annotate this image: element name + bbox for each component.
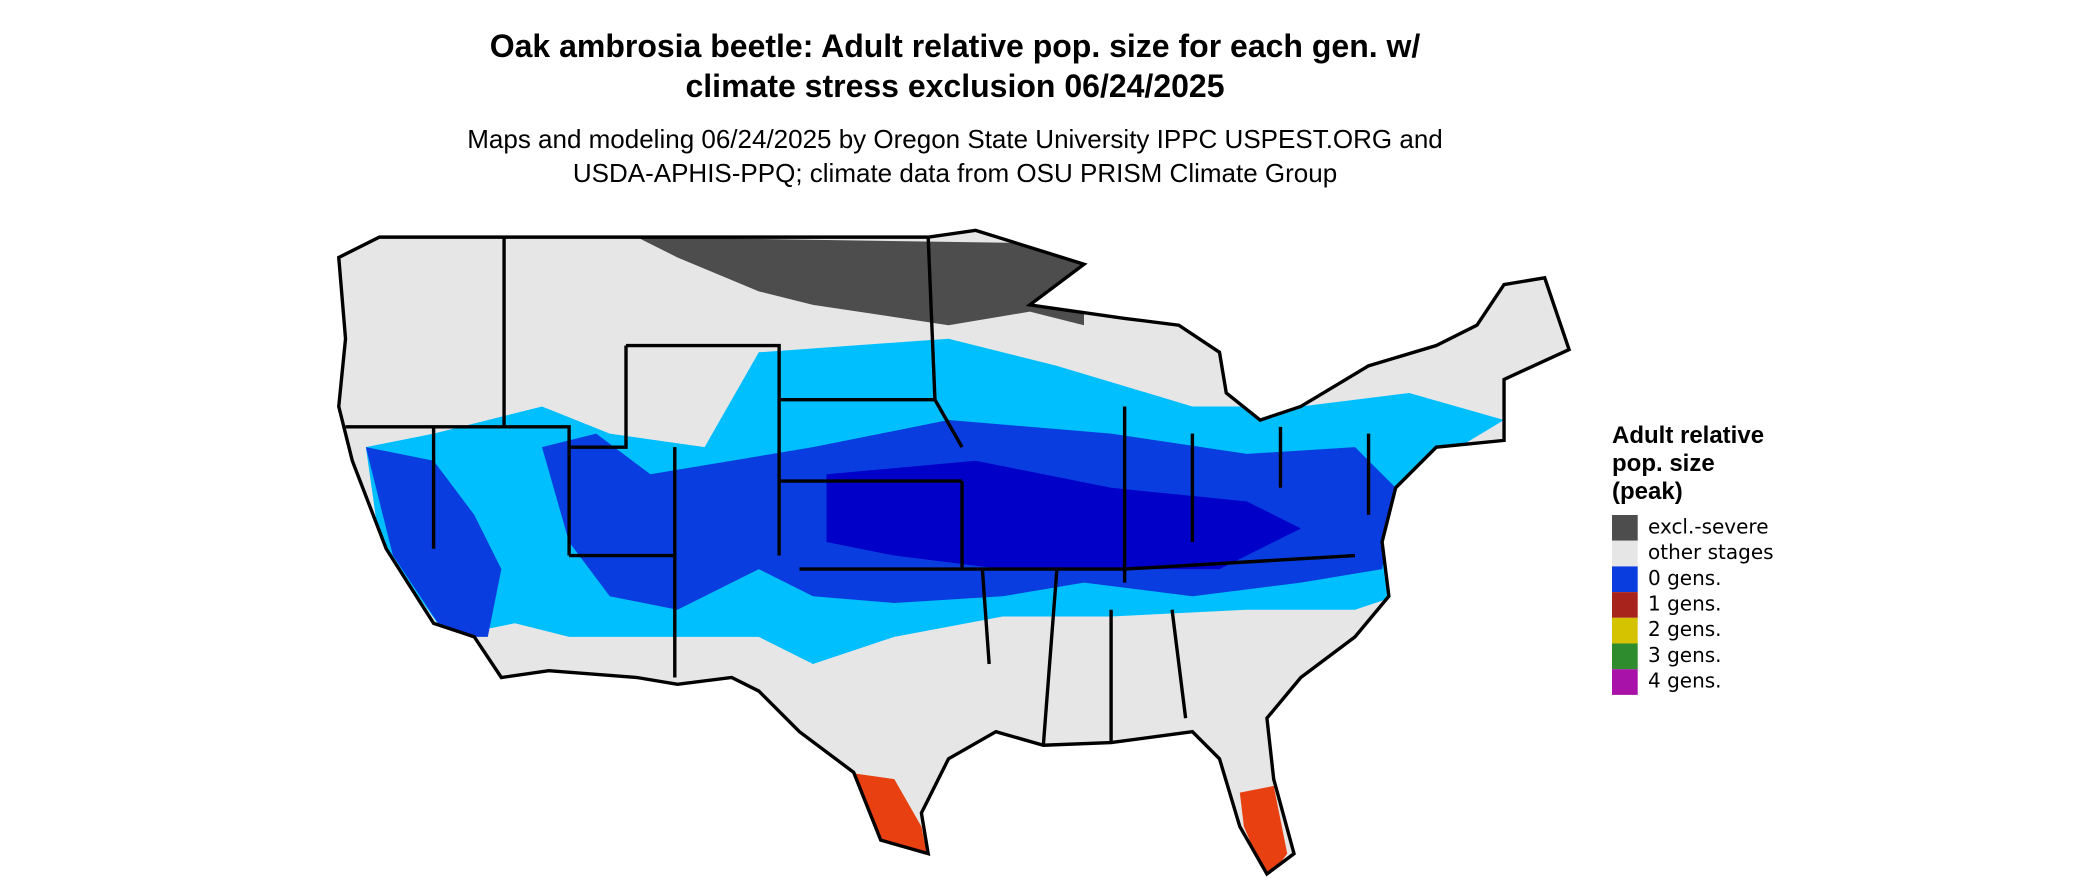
florida-red [1239, 785, 1288, 874]
dark-blue-area [826, 460, 1301, 570]
legend-swatch [1612, 540, 1638, 567]
legend-title-line: Adult relative [1612, 422, 1764, 449]
legend-label: 2 gens. [1648, 617, 1722, 641]
us-map [336, 228, 1572, 877]
title-line: Oak ambrosia beetle: Adult relative pop.… [490, 28, 1421, 64]
legend-swatch [1612, 515, 1638, 541]
legend-swatch [1612, 592, 1638, 618]
legend-label: 1 gens. [1648, 591, 1722, 615]
title-line: climate stress exclusion 06/24/2025 [685, 68, 1224, 104]
legend: Adult relative pop. size (peak) excl.-se… [1612, 422, 1774, 695]
texas-red [846, 772, 929, 861]
legend-label: excl.-severe [1648, 514, 1769, 538]
legend-swatch [1612, 617, 1638, 644]
subtitle-line: Maps and modeling 06/24/2025 by Oregon S… [467, 124, 1443, 154]
legend-swatch [1612, 643, 1638, 670]
legend-title-line: (peak) [1612, 478, 1683, 505]
legend-label: 4 gens. [1648, 669, 1722, 693]
excluded-area [636, 237, 1084, 326]
legend-swatch [1612, 669, 1638, 695]
legend-label: 3 gens. [1648, 643, 1722, 667]
legend-title-line: pop. size [1612, 450, 1715, 477]
legend-label: 0 gens. [1648, 566, 1722, 590]
legend-swatch [1612, 566, 1638, 593]
legend-label: other stages [1648, 540, 1774, 564]
subtitle-line: USDA-APHIS-PPQ; climate data from OSU PR… [573, 158, 1337, 188]
state-borders [336, 228, 1572, 877]
